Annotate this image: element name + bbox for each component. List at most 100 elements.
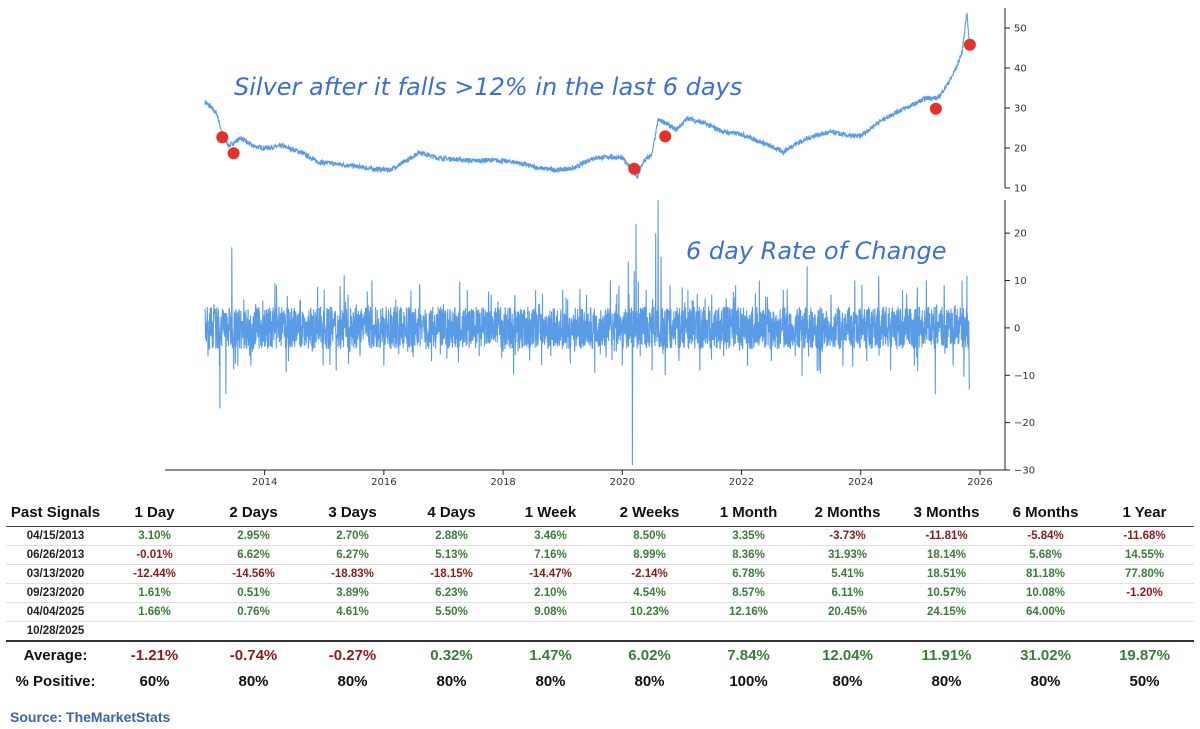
roc-y-tick-label: −30 bbox=[1014, 466, 1035, 477]
return-cell: 6.27% bbox=[303, 545, 402, 565]
signal-date: 09/23/2020 bbox=[6, 583, 105, 603]
header-period: 4 Days bbox=[402, 498, 501, 527]
return-cell: 6.23% bbox=[402, 583, 501, 603]
x-tick-label: 2024 bbox=[848, 477, 873, 488]
rate-of-change-chart: 20 10 0 −10 −20 −30 2014 2016 2018 2020 2022 2024 2… bbox=[165, 199, 1035, 488]
signal-date: 04/15/2013 bbox=[6, 526, 105, 546]
header-period: 2 Days bbox=[204, 498, 303, 527]
return-cell: 31.93% bbox=[798, 545, 897, 565]
average-label: Average: bbox=[6, 640, 105, 668]
return-cell: -5.84% bbox=[996, 526, 1095, 546]
return-cell: -3.73% bbox=[798, 526, 897, 546]
return-cell: 8.50% bbox=[600, 526, 699, 546]
header-period: 2 Weeks bbox=[600, 498, 699, 527]
x-tick-label: 2016 bbox=[371, 477, 396, 488]
return-cell bbox=[105, 621, 204, 642]
table-row: 09/23/2020 1.61% 0.51% 3.89% 6.23% 2.10% 4.54%… bbox=[6, 583, 1194, 603]
return-cell: -14.56% bbox=[204, 564, 303, 584]
table-row: 06/26/2013 -0.01% 6.62% 6.27% 5.13% 7.16% 8.99… bbox=[6, 545, 1194, 565]
average-cell: -0.27% bbox=[303, 640, 402, 668]
return-cell: 8.99% bbox=[600, 545, 699, 565]
roc-chart-title: 6 day Rate of Change bbox=[686, 237, 947, 265]
return-cell: 4.61% bbox=[303, 602, 402, 622]
return-cell: 2.95% bbox=[204, 526, 303, 546]
signals-table: Past Signals 1 Day 2 Days 3 Days 4 Days 1 Wee… bbox=[6, 498, 1194, 694]
return-cell bbox=[1095, 602, 1194, 622]
positive-cell: 50% bbox=[1129, 672, 1160, 690]
positive-cell: 80% bbox=[337, 672, 368, 690]
return-cell: 10.57% bbox=[897, 583, 996, 603]
return-cell: -11.68% bbox=[1095, 526, 1194, 546]
signal-marker bbox=[227, 147, 240, 160]
return-cell: 12.16% bbox=[699, 602, 798, 622]
return-cell: 0.76% bbox=[204, 602, 303, 622]
return-cell: 10.23% bbox=[600, 602, 699, 622]
average-cell: 31.02% bbox=[996, 640, 1095, 668]
positive-cell: 80% bbox=[931, 672, 962, 690]
table-row: 04/15/2013 3.10% 2.95% 2.70% 2.88% 3.46% 8.50%… bbox=[6, 526, 1194, 546]
rate-of-change-line bbox=[204, 199, 970, 466]
return-cell: -12.44% bbox=[105, 564, 204, 584]
return-cell: 9.08% bbox=[501, 602, 600, 622]
return-cell: 5.13% bbox=[402, 545, 501, 565]
x-tick-label: 2018 bbox=[490, 477, 515, 488]
return-cell bbox=[1095, 621, 1194, 642]
return-cell: 2.70% bbox=[303, 526, 402, 546]
positive-cell: 60% bbox=[139, 672, 170, 690]
header-period: 3 Months bbox=[897, 498, 996, 527]
roc-y-tick-label: 10 bbox=[1014, 276, 1027, 287]
return-cell: 10.08% bbox=[996, 583, 1095, 603]
return-cell: 3.10% bbox=[105, 526, 204, 546]
average-row: Average: -1.21% -0.74% -0.27% 0.32% 1.47% 6.02… bbox=[6, 640, 1194, 668]
return-cell bbox=[699, 621, 798, 642]
table-row: 10/28/2025 bbox=[6, 621, 1194, 642]
return-cell bbox=[501, 621, 600, 642]
header-past-signals: Past Signals bbox=[6, 498, 105, 527]
positive-cell: 80% bbox=[832, 672, 863, 690]
return-cell: 5.41% bbox=[798, 564, 897, 584]
return-cell: 1.61% bbox=[105, 583, 204, 603]
price-y-tick-label: 10 bbox=[1014, 184, 1027, 195]
return-cell: 81.18% bbox=[996, 564, 1095, 584]
price-y-tick-label: 20 bbox=[1014, 144, 1027, 155]
header-period: 2 Months bbox=[798, 498, 897, 527]
header-period: 1 Week bbox=[501, 498, 600, 527]
return-cell: 2.10% bbox=[501, 583, 600, 603]
signal-marker bbox=[628, 162, 641, 175]
return-cell bbox=[303, 621, 402, 642]
return-cell: 6.11% bbox=[798, 583, 897, 603]
silver-price-line bbox=[204, 12, 970, 179]
roc-y-tick-label: −20 bbox=[1014, 418, 1035, 429]
positive-row: % Positive: 60% 80% 80% 80% 80% 80% 100% 80% 80% 8… bbox=[6, 668, 1194, 694]
x-tick-label: 2026 bbox=[967, 477, 992, 488]
return-cell: 8.36% bbox=[699, 545, 798, 565]
signal-marker bbox=[963, 38, 976, 51]
return-cell: 5.50% bbox=[402, 602, 501, 622]
positive-label: % Positive: bbox=[15, 672, 96, 690]
average-cell: 11.91% bbox=[897, 640, 996, 668]
return-cell: 18.51% bbox=[897, 564, 996, 584]
roc-y-tick-label: −10 bbox=[1014, 371, 1035, 382]
price-chart-title: Silver after it falls >12% in the last 6… bbox=[234, 73, 742, 101]
average-cell: -1.21% bbox=[105, 640, 204, 668]
average-cell: 6.02% bbox=[600, 640, 699, 668]
average-cell: 19.87% bbox=[1095, 640, 1194, 668]
return-cell: -14.47% bbox=[501, 564, 600, 584]
return-cell: 3.35% bbox=[699, 526, 798, 546]
signal-date: 03/13/2020 bbox=[6, 564, 105, 584]
return-cell: -18.15% bbox=[402, 564, 501, 584]
return-cell: 1.66% bbox=[105, 602, 204, 622]
return-cell bbox=[402, 621, 501, 642]
return-cell: 20.45% bbox=[798, 602, 897, 622]
return-cell bbox=[798, 621, 897, 642]
return-cell: 8.57% bbox=[699, 583, 798, 603]
return-cell: 3.89% bbox=[303, 583, 402, 603]
header-period: 1 Day bbox=[105, 498, 204, 527]
source-label: Source: TheMarketStats bbox=[10, 709, 171, 725]
price-y-tick-label: 30 bbox=[1014, 104, 1027, 115]
average-cell: 1.47% bbox=[501, 640, 600, 668]
positive-cell: 80% bbox=[436, 672, 467, 690]
signal-marker bbox=[659, 130, 672, 143]
signal-marker bbox=[216, 131, 229, 144]
return-cell: -2.14% bbox=[600, 564, 699, 584]
